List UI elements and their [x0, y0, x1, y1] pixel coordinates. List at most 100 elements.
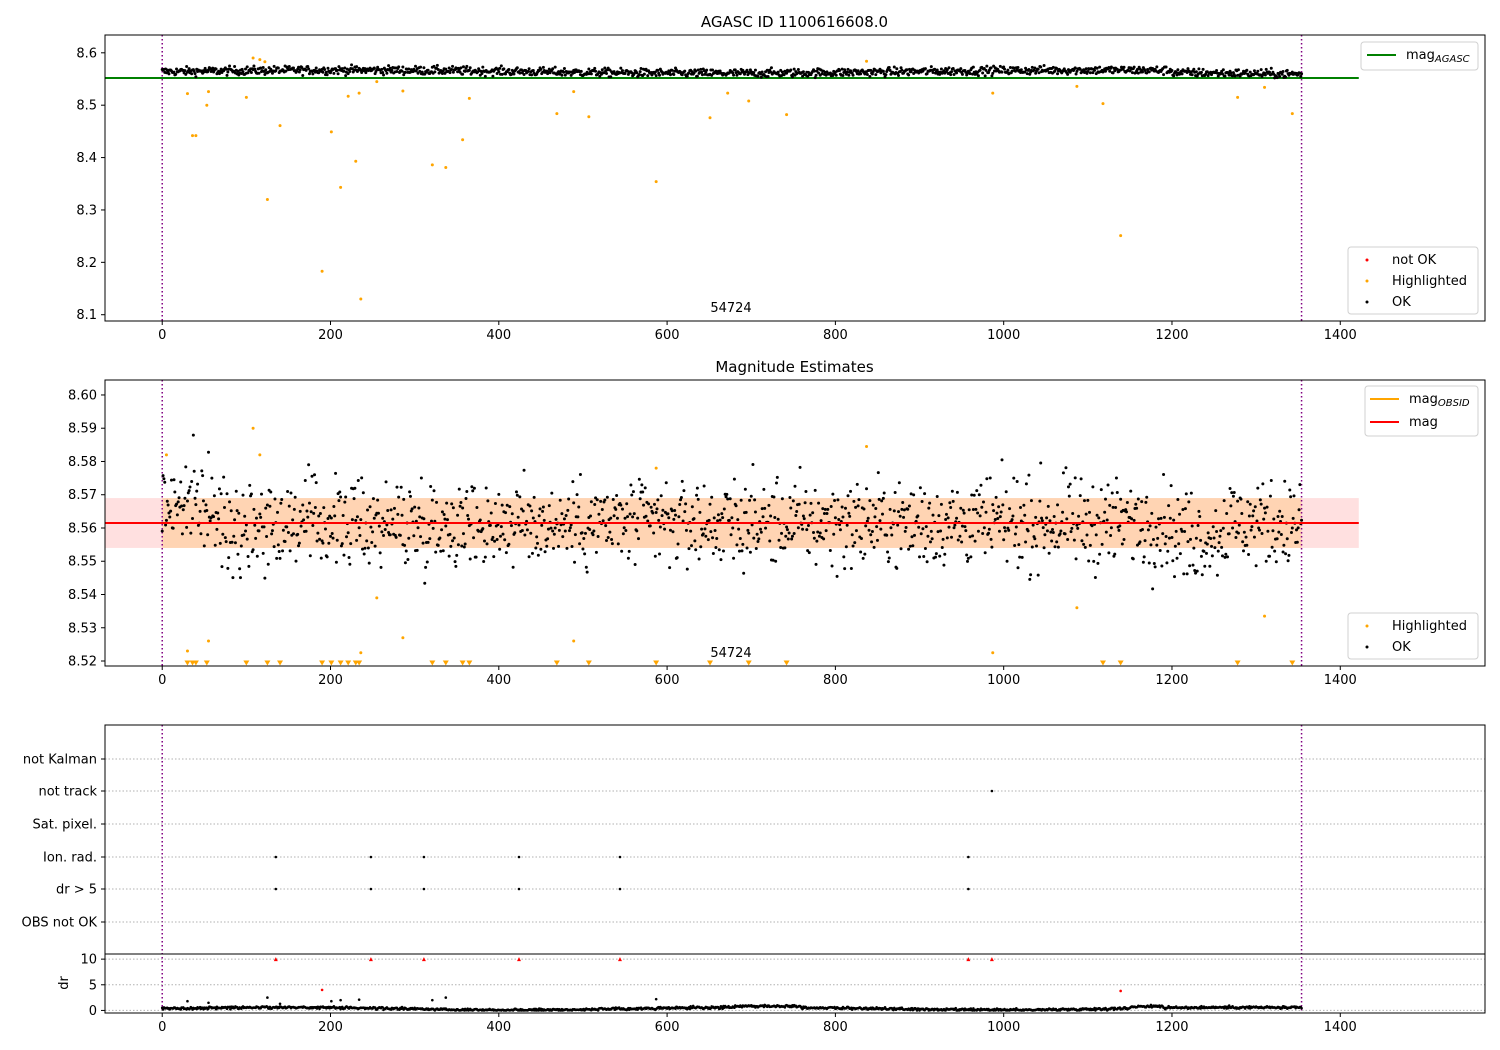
ok-point	[350, 518, 354, 522]
highlighted-point	[164, 453, 168, 457]
ok-point	[873, 515, 877, 519]
ok-point	[546, 537, 550, 541]
ok-point	[1053, 69, 1057, 73]
highlighted-point	[375, 596, 379, 600]
ok-point	[1142, 555, 1146, 559]
ok-point	[1237, 523, 1241, 527]
ok-point	[696, 497, 700, 501]
ok-point	[899, 66, 903, 70]
ok-point	[418, 515, 422, 519]
ok-points-series	[160, 433, 1304, 591]
ok-point	[870, 72, 874, 76]
ok-point	[346, 531, 350, 535]
ok-point	[505, 503, 509, 507]
ok-point	[940, 545, 944, 549]
ok-point	[376, 65, 380, 69]
ok-point	[1031, 523, 1035, 527]
ok-point	[465, 64, 469, 68]
ok-point	[1163, 542, 1167, 546]
ok-point	[1200, 573, 1204, 577]
ok-point	[1106, 483, 1110, 487]
ok-point	[693, 539, 697, 543]
ok-point	[892, 65, 896, 69]
ok-point	[1033, 537, 1037, 541]
ok-point	[918, 486, 922, 490]
ok-point	[584, 565, 588, 569]
ok-point	[600, 68, 604, 72]
flag-point	[618, 855, 622, 859]
ok-point	[338, 490, 342, 494]
ok-point	[1278, 75, 1282, 79]
ok-point	[1161, 532, 1165, 536]
ok-point	[635, 529, 639, 533]
ok-point	[403, 70, 407, 74]
ok-point	[352, 497, 356, 501]
ok-point	[341, 513, 345, 517]
ok-point	[1087, 559, 1091, 563]
ok-point	[999, 510, 1003, 514]
ok-point	[397, 65, 401, 69]
ok-point	[868, 74, 872, 78]
ok-point	[1049, 530, 1053, 534]
ok-point	[874, 73, 878, 77]
ok-point	[185, 65, 189, 69]
ok-point	[1046, 504, 1050, 508]
ok-point	[598, 74, 602, 78]
highlighted-point	[444, 166, 448, 170]
ok-point	[557, 528, 561, 532]
ok-point	[1220, 72, 1224, 76]
ok-point	[1064, 466, 1068, 470]
ok-point	[481, 65, 485, 69]
ok-point	[500, 503, 504, 507]
ok-point	[259, 515, 263, 519]
ok-point	[530, 551, 534, 555]
ok-point	[745, 68, 749, 72]
ok-point	[161, 474, 165, 478]
ok-point	[515, 66, 519, 70]
ok-point	[543, 550, 547, 554]
ok-point	[889, 526, 893, 530]
ok-point	[318, 537, 322, 541]
ok-point	[291, 532, 295, 536]
ok-point	[536, 553, 540, 557]
ok-point	[1154, 525, 1158, 529]
ok-point	[631, 515, 635, 519]
ok-point	[1136, 71, 1140, 75]
ok-point	[212, 494, 216, 498]
flag-row-label: not Kalman	[23, 753, 97, 768]
ok-point	[326, 517, 330, 521]
x-tick-label: 0	[158, 328, 166, 343]
ok-point	[577, 505, 581, 509]
ok-point	[1095, 66, 1099, 70]
ok-point	[772, 495, 776, 499]
ok-point	[811, 511, 815, 515]
ok-point	[415, 548, 419, 552]
ok-point	[1103, 510, 1107, 514]
ok-point	[960, 524, 964, 528]
ok-point	[1056, 72, 1060, 76]
ok-point	[1079, 477, 1083, 481]
ok-point	[824, 529, 828, 533]
ok-point	[307, 501, 311, 505]
ok-point	[238, 576, 242, 580]
ok-point	[636, 516, 640, 520]
x-tick-label: 800	[823, 328, 848, 343]
ok-point	[1255, 519, 1259, 523]
ok-point	[201, 474, 205, 478]
ok-point	[813, 76, 817, 80]
ok-point	[1199, 70, 1203, 74]
ok-point	[1006, 526, 1010, 530]
dr-outlier-point	[278, 1002, 282, 1006]
ok-point	[696, 68, 700, 72]
ok-point	[874, 507, 878, 511]
ok-point	[675, 556, 679, 560]
ok-point	[694, 69, 698, 73]
ok-point	[1160, 564, 1164, 568]
ok-point	[321, 541, 325, 545]
ok-point	[419, 535, 423, 539]
y-tick-label: 8.2	[76, 256, 97, 271]
ok-point	[225, 73, 229, 77]
ok-point	[461, 506, 465, 510]
ok-point	[757, 537, 761, 541]
